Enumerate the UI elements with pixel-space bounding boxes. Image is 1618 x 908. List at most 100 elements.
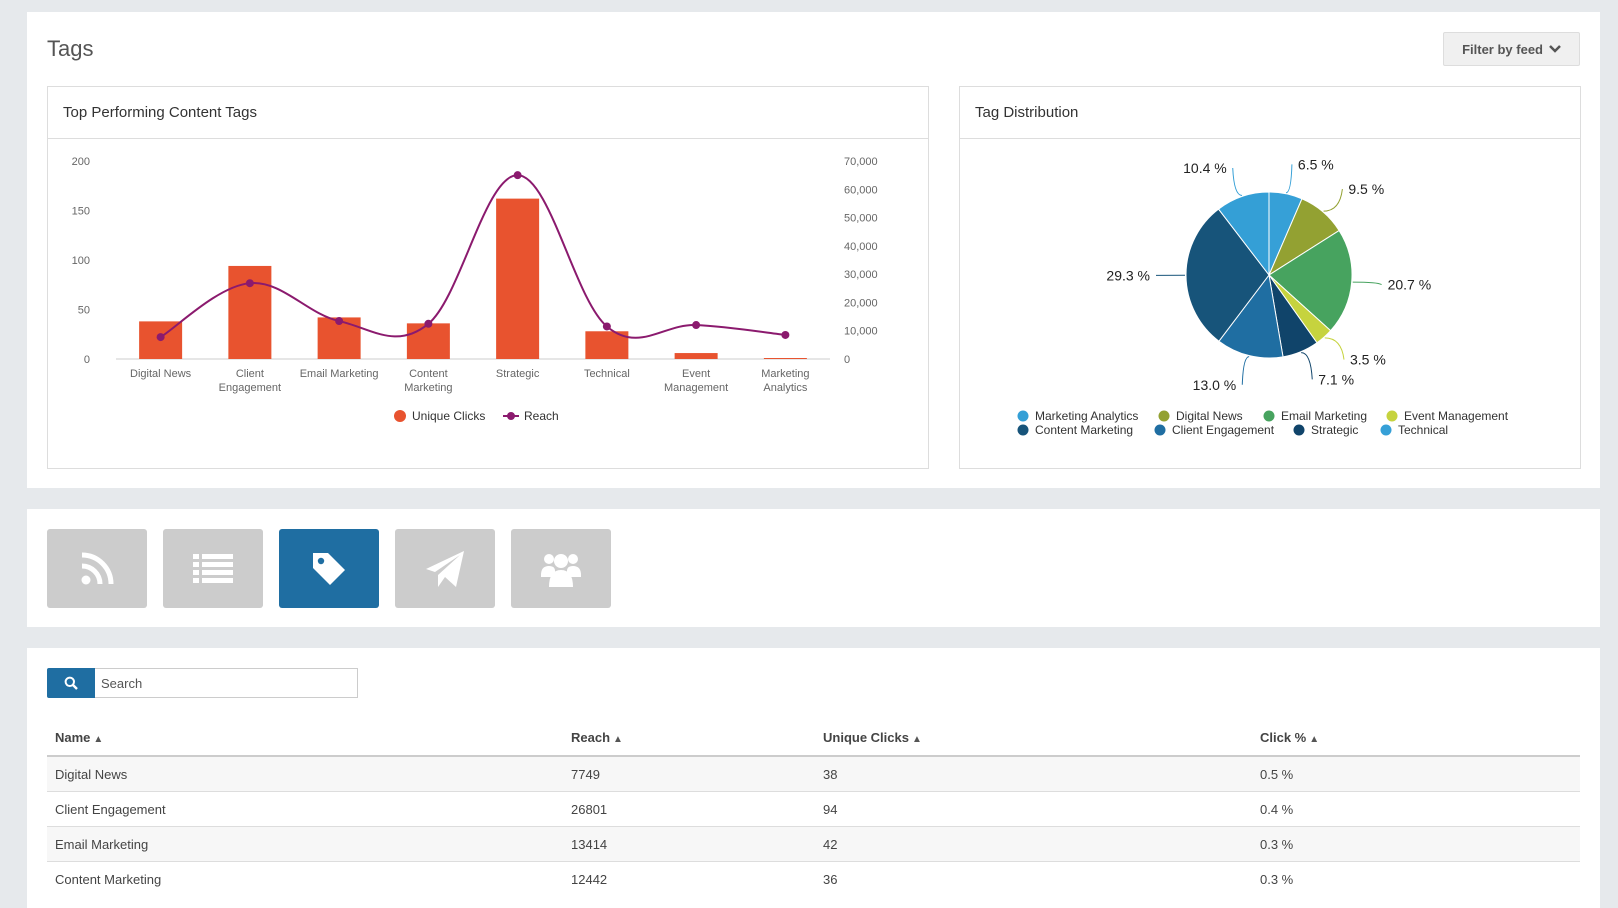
legend-label-unique-clicks: Unique Clicks [412, 409, 485, 423]
tag-icon [310, 550, 348, 588]
column-header-unique-clicks[interactable]: Unique Clicks▲︎ [815, 720, 1252, 756]
page-title: Tags [47, 36, 93, 62]
feeds-tab-button[interactable] [47, 529, 147, 608]
legend-label: Event Management [1404, 409, 1509, 423]
legend-label-reach: Reach [524, 409, 559, 423]
legend-label: Digital News [1176, 409, 1243, 423]
send-tab-button[interactable] [395, 529, 495, 608]
right-axis-tick-label: 20,000 [844, 297, 878, 309]
tag-distribution-pie-chart: 6.5 %9.5 %20.7 %3.5 %7.1 %13.0 %29.3 %10… [960, 139, 1580, 467]
pie-data-label: 9.5 % [1348, 181, 1384, 197]
search-button[interactable] [47, 668, 95, 698]
table-row[interactable]: Digital News 7749 38 0.5 % [47, 756, 1580, 792]
legend-marker-unique-clicks [394, 410, 406, 422]
pie-data-label: 3.5 % [1350, 352, 1386, 368]
cell-unique-clicks: 94 [815, 792, 1252, 827]
column-label: Reach [571, 730, 610, 745]
list-icon [192, 552, 234, 586]
reach-point [781, 331, 789, 339]
x-axis-tick-label: Digital News [130, 368, 192, 380]
legend-marker [1018, 425, 1029, 436]
bar-unique-clicks [407, 323, 450, 359]
sort-icon: ▲︎ [93, 734, 103, 745]
section-nav-panel [27, 509, 1600, 627]
legend-label: Marketing Analytics [1035, 409, 1138, 423]
list-tab-button[interactable] [163, 529, 263, 608]
reach-point [246, 279, 254, 287]
legend-marker [1294, 425, 1305, 436]
pie-connector-line [1233, 168, 1242, 195]
pie-data-label: 10.4 % [1183, 160, 1227, 176]
cell-unique-clicks: 42 [815, 827, 1252, 862]
reach-point [692, 321, 700, 329]
cell-click-percent: 0.4 % [1252, 792, 1580, 827]
column-header-reach[interactable]: Reach▲︎ [563, 720, 815, 756]
reach-point [424, 320, 432, 328]
column-header-click-percent[interactable]: Click %▲︎ [1252, 720, 1580, 756]
left-axis-tick-label: 150 [72, 206, 90, 218]
legend-label: Strategic [1311, 423, 1358, 437]
cell-name: Digital News [47, 756, 563, 792]
tags-overview-panel: Tags Filter by feed Top Performing Conte… [27, 12, 1600, 488]
filter-by-feed-label: Filter by feed [1462, 42, 1543, 57]
pie-data-label: 29.3 % [1106, 267, 1150, 283]
chevron-down-icon [1549, 44, 1561, 54]
legend-marker [1159, 411, 1170, 422]
cell-click-percent: 0.3 % [1252, 862, 1580, 897]
sort-icon: ▲︎ [613, 734, 623, 745]
top-tags-chart-title: Top Performing Content Tags [48, 87, 928, 139]
bar-unique-clicks [764, 358, 807, 359]
legend-label: Technical [1398, 423, 1448, 437]
table-row[interactable]: Email Marketing 13414 42 0.3 % [47, 827, 1580, 862]
cell-name: Content Marketing [47, 862, 563, 897]
legend-marker [1018, 411, 1029, 422]
left-axis-tick-label: 0 [84, 354, 90, 366]
column-header-name[interactable]: Name▲︎ [47, 720, 563, 756]
pie-connector-line [1286, 164, 1292, 192]
reach-point [157, 333, 165, 341]
legend-label: Content Marketing [1035, 423, 1133, 437]
cell-reach: 26801 [563, 792, 815, 827]
bar-unique-clicks [675, 353, 718, 359]
tags-table-panel: Name▲︎ Reach▲︎ Unique Clicks▲︎ Click %▲︎… [27, 648, 1600, 908]
pie-connector-line [1301, 353, 1312, 380]
search-bar [47, 668, 358, 698]
right-axis-tick-label: 40,000 [844, 241, 878, 253]
cell-unique-clicks: 36 [815, 862, 1252, 897]
right-axis-tick-label: 60,000 [844, 184, 878, 196]
users-tab-button[interactable] [511, 529, 611, 608]
left-axis-tick-label: 200 [72, 156, 90, 168]
right-axis-tick-label: 30,000 [844, 269, 878, 281]
right-axis-tick-label: 0 [844, 354, 850, 366]
legend-marker [1155, 425, 1166, 436]
table-row[interactable]: Client Engagement 26801 94 0.4 % [47, 792, 1580, 827]
column-label: Unique Clicks [823, 730, 909, 745]
cell-reach: 12442 [563, 862, 815, 897]
pie-data-label: 20.7 % [1388, 277, 1432, 293]
tags-tab-button[interactable] [279, 529, 379, 608]
table-row[interactable]: Content Marketing 12442 36 0.3 % [47, 862, 1580, 897]
pie-connector-line [1324, 189, 1343, 211]
cell-click-percent: 0.3 % [1252, 827, 1580, 862]
reach-point [603, 322, 611, 330]
pie-data-label: 7.1 % [1318, 371, 1354, 387]
right-axis-tick-label: 50,000 [844, 213, 878, 225]
pie-connector-line [1325, 338, 1344, 360]
sort-icon: ▲︎ [912, 734, 922, 745]
sort-icon: ▲︎ [1309, 734, 1319, 745]
reach-point [335, 317, 343, 325]
rss-icon [79, 551, 115, 587]
x-axis-tick-label: Email Marketing [300, 368, 379, 380]
tag-distribution-title: Tag Distribution [960, 87, 1580, 139]
left-axis-tick-label: 100 [72, 255, 90, 267]
legend-marker [1387, 411, 1398, 422]
paper-plane-icon [424, 549, 466, 589]
search-input[interactable] [95, 668, 358, 698]
filter-by-feed-button[interactable]: Filter by feed [1443, 32, 1580, 66]
pie-data-label: 13.0 % [1193, 377, 1237, 393]
top-tags-combo-chart: 050100150200010,00020,00030,00040,00050,… [48, 139, 928, 467]
cell-name: Client Engagement [47, 792, 563, 827]
